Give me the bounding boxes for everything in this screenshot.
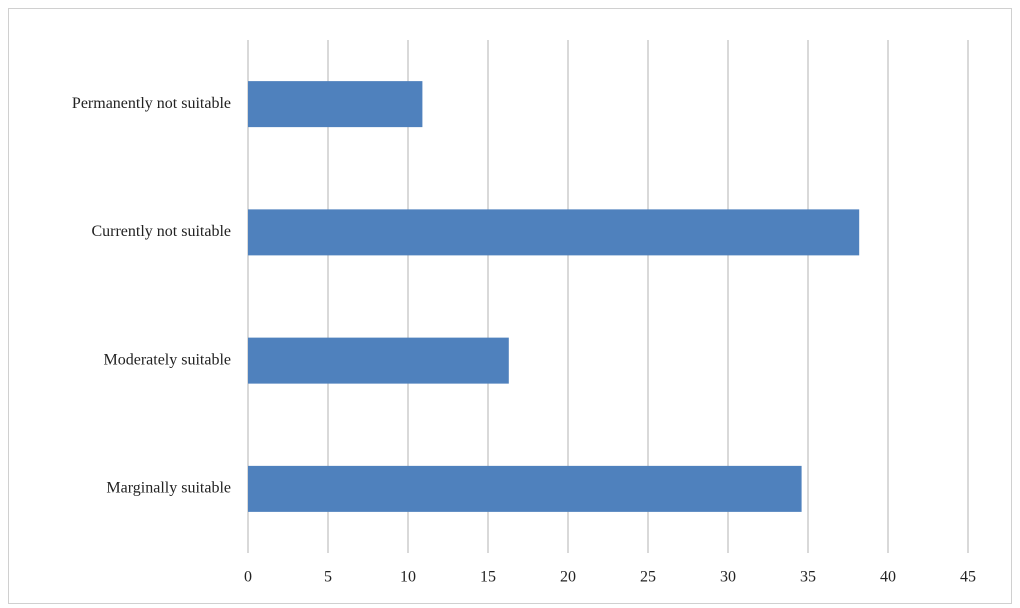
x-tick-label: 45 [960, 569, 976, 586]
bar [248, 465, 802, 512]
x-tick-label: 10 [400, 569, 416, 586]
bar [248, 337, 509, 384]
bar [248, 209, 860, 256]
x-tick-label: 5 [324, 569, 332, 586]
x-tick-label: 20 [560, 569, 576, 586]
x-tick-label: 15 [480, 569, 496, 586]
y-tick-label: Marginally suitable [106, 480, 231, 497]
x-tick-label: 25 [640, 569, 656, 586]
x-tick-label: 40 [880, 569, 896, 586]
y-tick-label: Permanently not suitable [72, 95, 231, 112]
y-tick-label: Moderately suitable [103, 351, 231, 368]
x-tick-label: 0 [244, 569, 252, 586]
x-tick-label: 30 [720, 569, 736, 586]
y-tick-label: Currently not suitable [91, 223, 231, 240]
x-tick-label: 35 [800, 569, 816, 586]
bar [248, 81, 423, 128]
